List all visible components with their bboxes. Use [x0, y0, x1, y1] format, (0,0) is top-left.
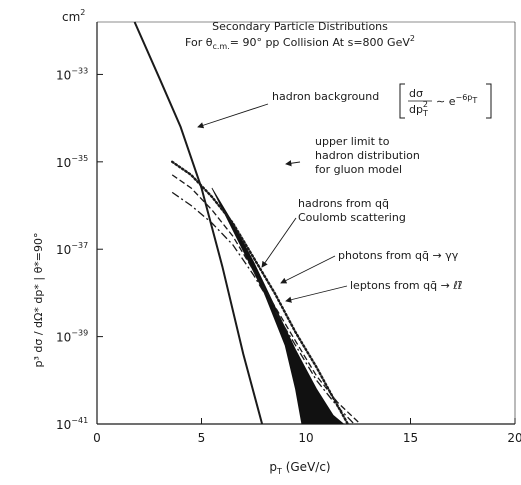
arrow-hadrons-qq [261, 217, 297, 268]
y-tick-label: 10−41 [56, 416, 88, 432]
arrow-upper-limit [285, 160, 301, 167]
series-hadrons_qq_band [211, 187, 345, 425]
annotation-hadrons-qq-line1: hadrons from qq̄ [298, 197, 389, 210]
arrow-photons [280, 255, 336, 284]
annotation-upper-limit-line3: for gluon model [315, 163, 402, 176]
x-axis-label: pT (GeV/c) [269, 460, 330, 476]
annotation-upper-limit-line1: upper limit to [315, 135, 390, 148]
annotation-upper-limit: upper limit to hadron distribution for g… [285, 135, 420, 176]
formula-denominator: dpT2 [409, 100, 428, 118]
x-tick-label: 5 [198, 431, 206, 445]
x-tick-label: 0 [93, 431, 101, 445]
series-layer [133, 21, 361, 426]
series-leptons_qq_ll [171, 191, 355, 425]
arrow-leptons [285, 285, 348, 303]
annotation-hadron-background: hadron background dσ dpT2 ∼ e−6pT [197, 83, 492, 129]
formula-bracket-right [486, 83, 492, 119]
annotation-hadrons-qq: hadrons from qq̄ Coulomb scattering [261, 197, 406, 268]
y-unit-label: cm2 [62, 8, 85, 24]
x-ticks: 0 5 10 15 20 [93, 418, 521, 445]
annotation-upper-limit-line2: hadron distribution [315, 149, 420, 162]
y-tick-label: 10−33 [56, 66, 88, 82]
chart-title-line2: For θc.m.= 90° pp Collision At s=800 GeV… [185, 34, 415, 51]
x-tick-label: 10 [298, 431, 313, 445]
arrow-hadron-background [197, 103, 269, 129]
y-ticks: 10−33 10−35 10−37 10−39 10−41 [56, 66, 103, 432]
series-hadron_background [133, 21, 264, 425]
y-axis-label: p³ dσ / dΩ* dp* | θ*=90° [32, 232, 45, 367]
series-photons_qq_gg [171, 174, 361, 425]
formula-numerator: dσ [409, 87, 423, 100]
annotation-photons-text: photons from qq̄ → γγ [338, 249, 459, 262]
chart-title-line1: Secondary Particle Distributions [212, 20, 388, 33]
annotation-photons: photons from qq̄ → γγ [280, 249, 459, 284]
annotation-leptons-text: leptons from qq̄ → ℓℓ̄ [350, 279, 462, 292]
y-tick-label: 10−37 [56, 241, 88, 257]
formula-bracket-left [399, 83, 405, 119]
annotation-hadron-background-text: hadron background [272, 90, 379, 103]
x-tick-label: 20 [507, 431, 521, 445]
annotation-hadrons-qq-line2: Coulomb scattering [298, 211, 406, 224]
annotation-leptons: leptons from qq̄ → ℓℓ̄ [285, 279, 462, 303]
formula-tail: ∼ e−6pT [436, 93, 477, 108]
y-tick-label: 10−35 [56, 154, 88, 170]
x-tick-label: 15 [403, 431, 418, 445]
series-upper_limit_gluon [170, 160, 349, 426]
y-tick-label: 10−39 [56, 329, 88, 345]
